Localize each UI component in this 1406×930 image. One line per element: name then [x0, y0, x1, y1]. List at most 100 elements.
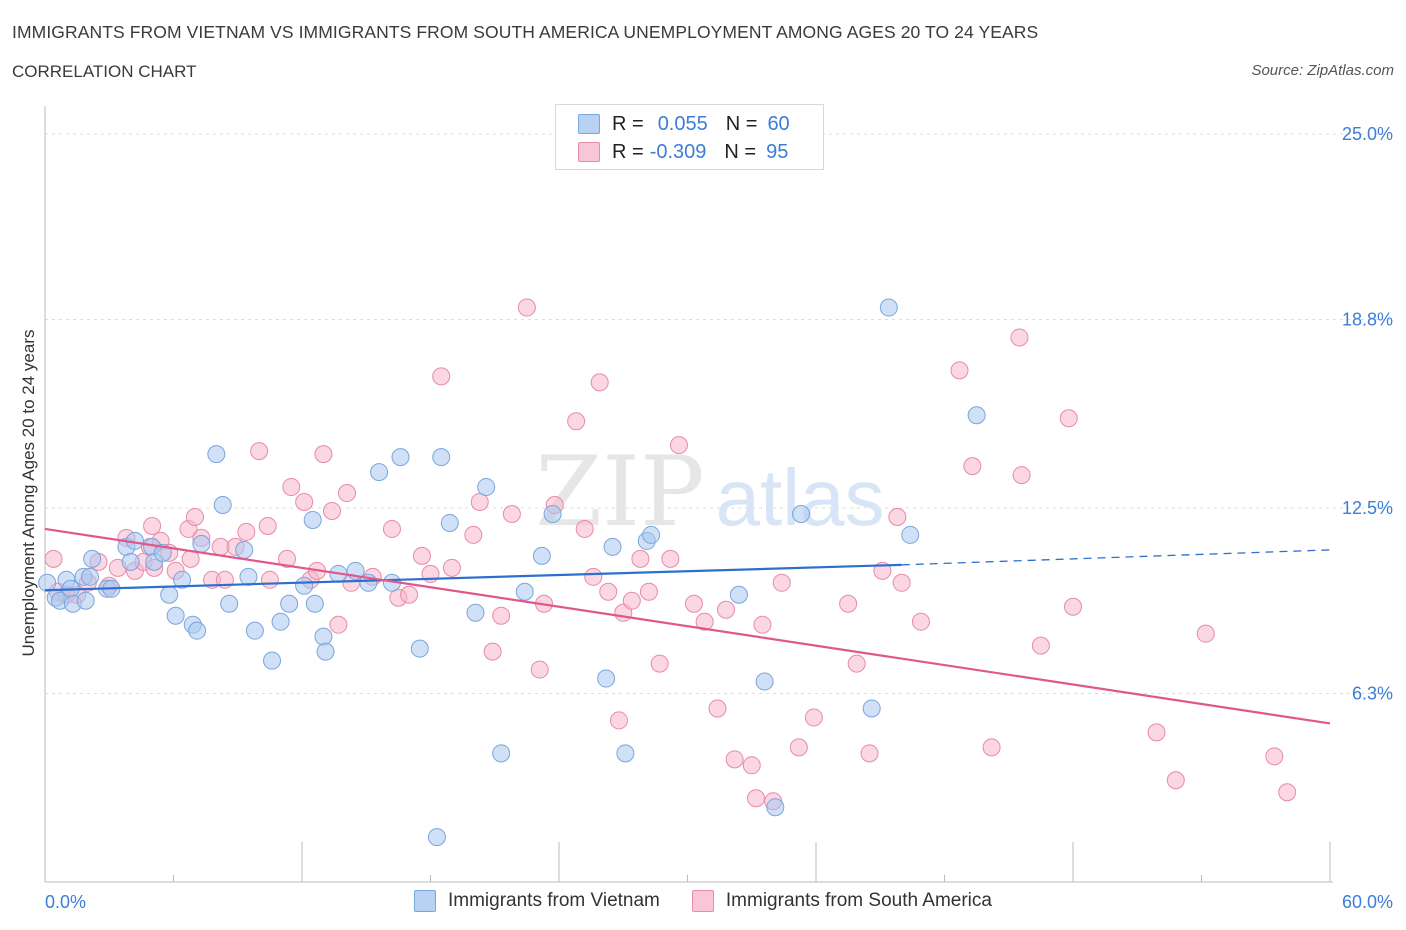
- data-point-south-america: [492, 606, 511, 625]
- data-point-vietnam: [532, 546, 551, 565]
- data-point-south-america: [950, 361, 969, 380]
- data-point-south-america: [708, 699, 727, 718]
- data-point-vietnam: [755, 672, 774, 691]
- data-point-south-america: [609, 711, 628, 730]
- data-point-vietnam: [432, 448, 451, 467]
- legend-swatch-pink: [691, 890, 714, 912]
- data-point-south-america: [1278, 783, 1297, 802]
- data-point-vietnam: [427, 828, 446, 847]
- data-point-vietnam: [160, 585, 179, 604]
- data-point-vietnam: [515, 582, 534, 601]
- source-label: Source: ZipAtlas.com: [1251, 62, 1394, 79]
- data-point-vietnam: [192, 534, 211, 553]
- legend-item-vietnam: Immigrants from Vietnam: [414, 890, 660, 912]
- data-point-vietnam: [967, 406, 986, 425]
- legend-n-label: N =: [724, 140, 757, 163]
- data-point-vietnam: [76, 591, 95, 610]
- data-point-vietnam: [38, 573, 57, 592]
- data-point-vietnam: [370, 463, 389, 482]
- legend-r-label: R =: [612, 112, 644, 135]
- data-point-south-america: [599, 582, 618, 601]
- correlation-legend: R = 0.055 N = 60 R = -0.309 N = 95: [555, 104, 824, 170]
- data-point-vietnam: [173, 570, 192, 589]
- trend-line-south-america: [44, 527, 1331, 725]
- data-point-south-america: [804, 708, 823, 727]
- data-point-south-america: [278, 549, 297, 568]
- data-point-south-america: [747, 789, 766, 808]
- data-point-south-america: [669, 436, 688, 455]
- data-point-south-america: [143, 516, 162, 535]
- legend-label-vietnam: Immigrants from Vietnam: [448, 890, 660, 911]
- data-point-south-america: [892, 573, 911, 592]
- data-point-south-america: [772, 573, 791, 592]
- chart-subtitle: CORRELATION CHART: [12, 62, 197, 81]
- data-point-south-america: [502, 504, 521, 523]
- data-point-south-america: [575, 519, 594, 538]
- data-point-south-america: [211, 537, 230, 556]
- data-point-vietnam: [466, 603, 485, 622]
- data-point-south-america: [963, 457, 982, 476]
- data-point-south-america: [590, 373, 609, 392]
- legend-r-value: -0.309: [649, 140, 707, 163]
- data-point-south-america: [622, 591, 641, 610]
- data-point-vietnam: [271, 612, 290, 631]
- data-point-south-america: [295, 493, 314, 512]
- data-point-south-america: [322, 501, 341, 520]
- data-point-south-america: [1064, 597, 1082, 616]
- data-point-vietnam: [901, 525, 920, 544]
- data-point-vietnam: [543, 504, 562, 523]
- data-point-vietnam: [188, 621, 207, 640]
- data-point-south-america: [650, 654, 669, 673]
- data-point-south-america: [1196, 624, 1215, 643]
- data-point-south-america: [400, 585, 419, 604]
- legend-swatch-pink: [578, 142, 600, 162]
- data-point-vietnam: [729, 585, 748, 604]
- data-point-vietnam: [477, 478, 496, 497]
- data-point-south-america: [1059, 409, 1078, 428]
- data-point-south-america: [584, 567, 603, 586]
- data-point-vietnam: [121, 552, 140, 571]
- data-point-vietnam: [280, 594, 299, 613]
- data-point-south-america: [382, 519, 401, 538]
- data-point-south-america: [753, 615, 772, 634]
- data-point-vietnam: [83, 549, 102, 568]
- tick-labels: 6.3% 12.5% 18.8% 25.0% 0.0% 60.0%: [45, 124, 1393, 912]
- data-point-south-america: [717, 600, 736, 619]
- data-point-south-america: [337, 484, 356, 503]
- data-point-south-america: [1166, 771, 1185, 790]
- data-point-vietnam: [616, 744, 635, 763]
- data-point-south-america: [258, 516, 277, 535]
- legend-label-south-america: Immigrants from South America: [725, 890, 992, 911]
- data-point-vietnam: [220, 594, 239, 613]
- data-point-south-america: [185, 507, 204, 526]
- chart-title: IMMIGRANTS FROM VIETNAM VS IMMIGRANTS FR…: [12, 22, 1039, 42]
- data-point-vietnam: [316, 642, 335, 661]
- data-point-south-america: [530, 660, 549, 679]
- data-point-vietnam: [245, 621, 264, 640]
- data-point-south-america: [470, 493, 489, 512]
- data-point-south-america: [237, 522, 256, 541]
- legend-n-value: 60: [767, 112, 790, 135]
- data-point-south-america: [860, 744, 879, 763]
- data-point-vietnam: [410, 639, 429, 658]
- data-point-south-america: [1012, 466, 1031, 485]
- data-point-south-america: [567, 412, 586, 431]
- data-point-vietnam: [213, 496, 232, 515]
- legend-swatch-blue: [578, 114, 600, 134]
- data-point-vietnam: [239, 567, 258, 586]
- data-point-south-america: [1265, 747, 1284, 766]
- data-point-vietnam: [314, 627, 333, 646]
- data-point-south-america: [314, 445, 333, 464]
- data-point-south-america: [282, 478, 301, 497]
- data-point-south-america: [911, 612, 930, 631]
- data-point-vietnam: [766, 798, 785, 817]
- data-point-south-america: [483, 642, 502, 661]
- y-axis-label: Unemployment Among Ages 20 to 24 years: [19, 330, 38, 657]
- watermark-atlas: atlas: [716, 453, 885, 542]
- data-point-vietnam: [597, 669, 616, 688]
- data-point-vietnam: [166, 606, 185, 625]
- data-point-vietnam: [153, 543, 172, 562]
- data-point-south-america: [847, 654, 866, 673]
- watermark: ZIP atlas: [535, 436, 884, 548]
